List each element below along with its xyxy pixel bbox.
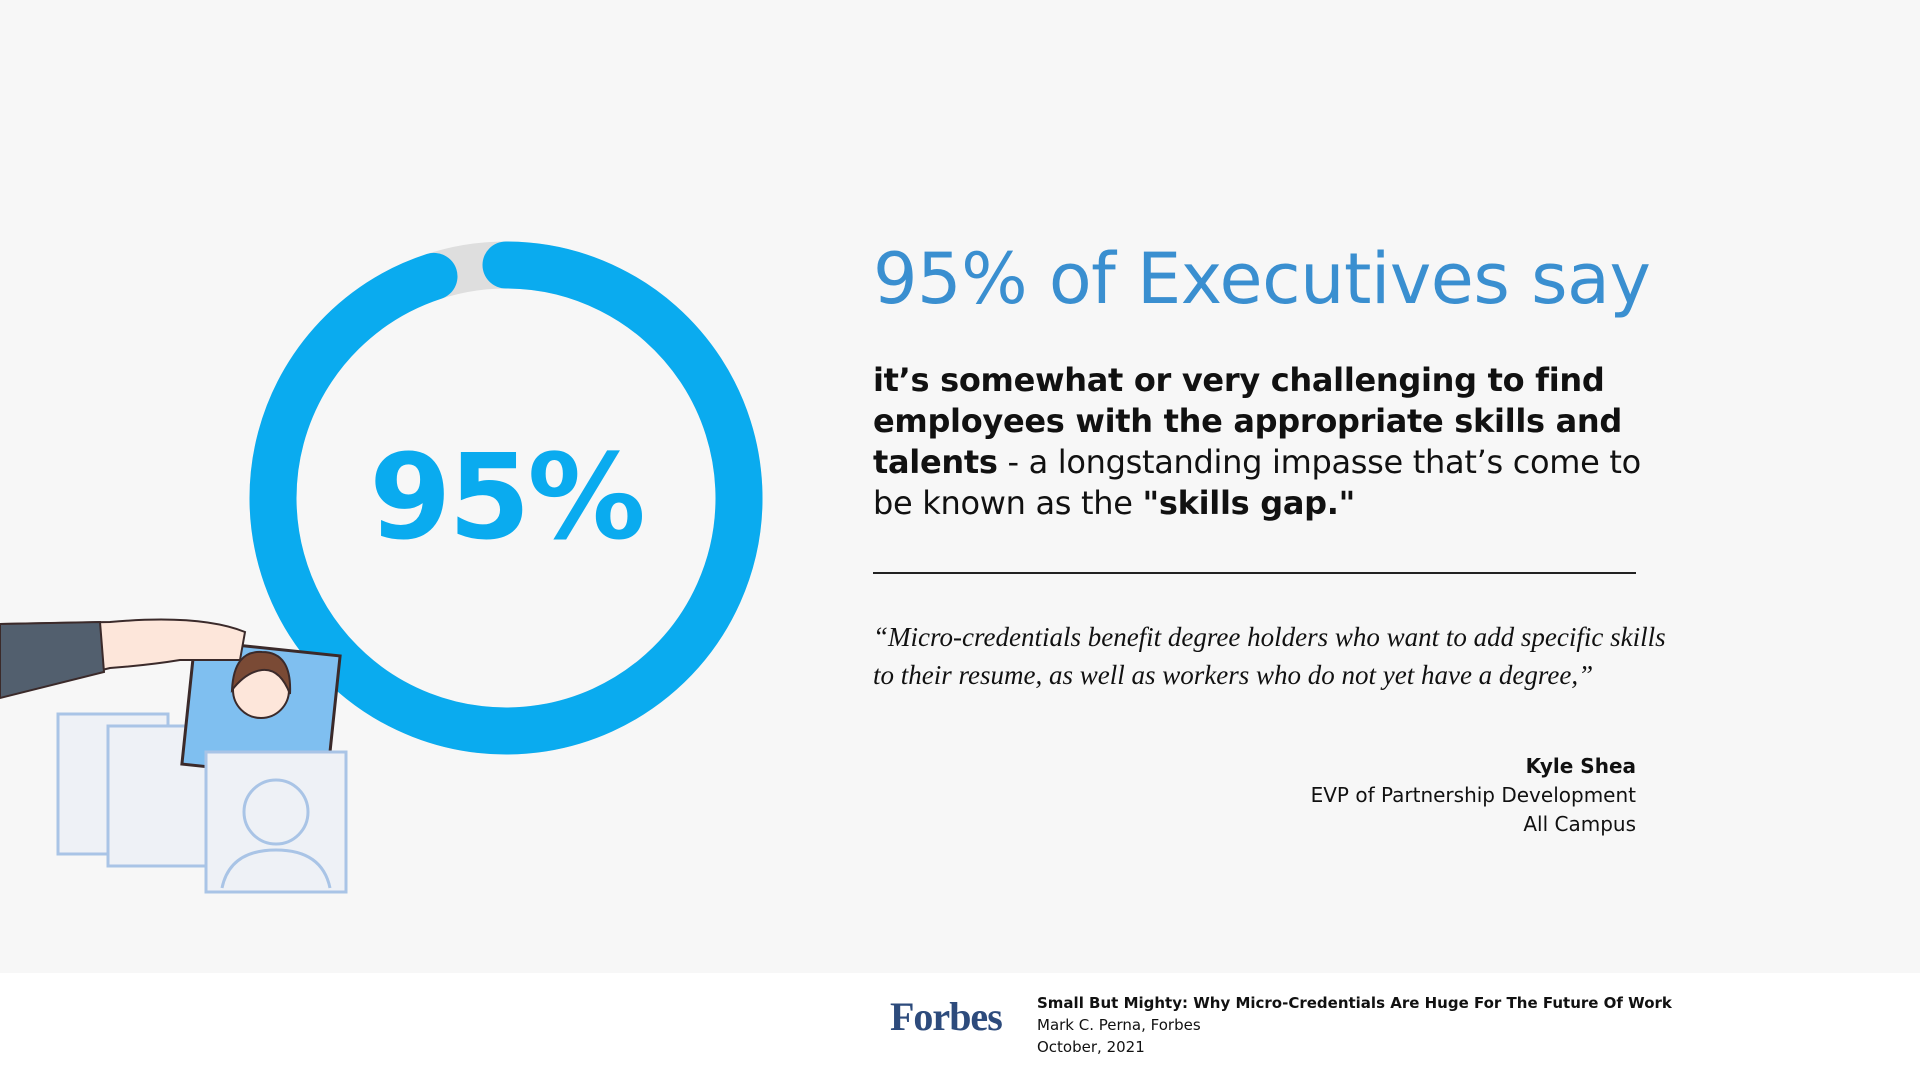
source-date: October, 2021 — [1037, 1038, 1145, 1056]
statement-segment: it’s somewhat or very challenging to fin… — [873, 361, 1622, 481]
headline: 95% of Executives say — [873, 238, 1651, 320]
divider — [873, 572, 1636, 574]
source-author: Mark C. Perna, Forbes — [1037, 1016, 1201, 1034]
statement-segment: "skills gap." — [1142, 484, 1356, 522]
donut-label: 95% — [369, 428, 642, 566]
author-organization: All Campus — [1523, 812, 1636, 836]
illustration — [0, 618, 348, 894]
statement: it’s somewhat or very challenging to fin… — [873, 360, 1643, 524]
author-role: EVP of Partnership Development — [1310, 783, 1636, 807]
donut-arc — [249, 241, 763, 755]
author-name: Kyle Shea — [1525, 754, 1636, 778]
source-logo: Forbes — [890, 994, 1003, 1039]
source-title: Small But Mighty: Why Micro-Credentials … — [1037, 994, 1672, 1012]
quote: “Micro-credentials benefit degree holder… — [873, 622, 1666, 690]
source: Small But Mighty: Why Micro-Credentials … — [1037, 992, 1672, 1058]
attribution: Kyle Shea EVP of Partnership Development… — [1311, 752, 1636, 839]
statement-segment: - a longstanding impasse that’s come to … — [873, 443, 1641, 522]
chart: 95% — [0, 241, 763, 894]
footer — [0, 973, 1920, 1080]
